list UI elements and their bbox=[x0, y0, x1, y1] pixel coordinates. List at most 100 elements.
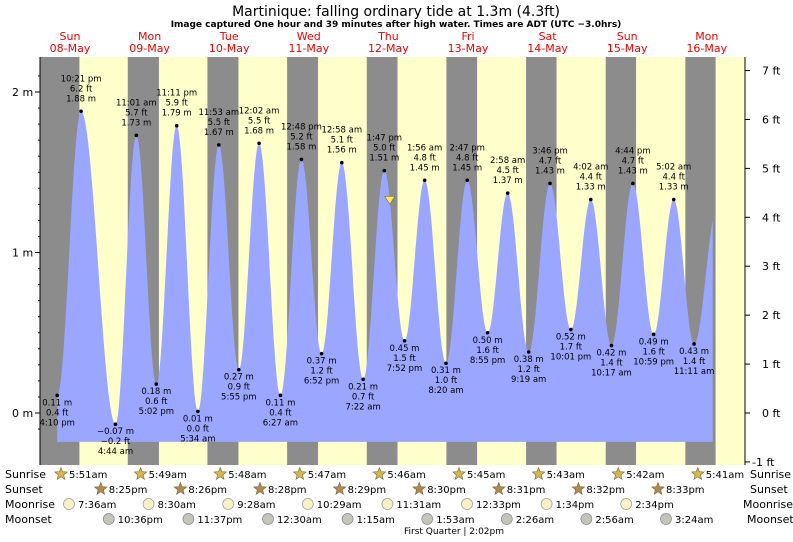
high-tide-point bbox=[174, 123, 179, 128]
sunset-time: 8:31pm bbox=[507, 485, 546, 496]
high-tide-label: 1.33 m bbox=[659, 183, 689, 193]
sunset-time: 8:26pm bbox=[188, 485, 227, 496]
high-tide-label: 3:46 pm bbox=[532, 146, 567, 156]
low-tide-label: 1.6 ft bbox=[642, 347, 665, 357]
low-tide-label: 0.27 m bbox=[224, 373, 254, 383]
low-tide-label: 0.4 ft bbox=[46, 408, 69, 418]
legend-moonset-label: Moonset bbox=[5, 513, 52, 526]
moonset-time: 11:37pm bbox=[197, 515, 242, 526]
high-tide-label: 1.37 m bbox=[493, 176, 523, 186]
high-tide-label: 5.9 ft bbox=[165, 99, 188, 109]
sunset-time: 8:29pm bbox=[348, 485, 387, 496]
high-tide-label: 11:11 pm bbox=[156, 89, 197, 99]
low-tide-label: 0.7 ft bbox=[352, 392, 375, 402]
low-tide-label: 1.4 ft bbox=[600, 359, 623, 369]
high-tide-label: 4.7 ft bbox=[539, 156, 562, 166]
y-tick-label-right: 3 ft bbox=[762, 260, 781, 273]
moonset-icon bbox=[102, 513, 115, 525]
moon-phase-label: First Quarter | 2:02pm bbox=[404, 527, 504, 537]
moonrise-icon bbox=[540, 498, 553, 510]
moonset-time: 1:53am bbox=[436, 515, 474, 526]
low-tide-label: 10:17 am bbox=[591, 369, 632, 379]
day-date: 16-May bbox=[686, 42, 727, 55]
high-tide-point bbox=[631, 181, 635, 186]
chart-title: Martinique: falling ordinary tide at 1.3… bbox=[232, 4, 560, 20]
moonset-time: 12:30am bbox=[277, 515, 322, 526]
high-tide-point bbox=[257, 141, 261, 146]
high-tide-label: 5.0 ft bbox=[373, 144, 396, 154]
high-tide-label: 11:01 am bbox=[116, 98, 157, 108]
high-tide-label: 1.45 m bbox=[410, 163, 440, 173]
low-tide-label: 5:34 am bbox=[180, 434, 215, 444]
low-tide-label: 0.37 m bbox=[307, 357, 337, 367]
high-tide-label: 1.56 m bbox=[327, 146, 357, 156]
low-tide-label: 0.6 ft bbox=[145, 397, 168, 407]
y-tick-label-right: 5 ft bbox=[762, 162, 781, 175]
moonrise-time: 12:33pm bbox=[476, 500, 521, 511]
high-tide-label: 1.73 m bbox=[121, 118, 151, 128]
low-tide-point bbox=[319, 351, 324, 356]
high-tide-point bbox=[588, 197, 593, 202]
sunrise-time: 5:49am bbox=[149, 470, 187, 481]
sunrise-time: 5:41am bbox=[706, 470, 744, 481]
low-tide-point bbox=[402, 338, 407, 343]
low-tide-label: −0.2 ft bbox=[101, 437, 131, 447]
sunrise-time: 5:43am bbox=[547, 470, 585, 481]
axes: 0 m 1 m 2 m -1 ft 0 ft 1 ft 2 ft 3 ft 4 ft 5 ft 6 … bbox=[12, 57, 781, 469]
low-tide-label: 0.0 ft bbox=[187, 424, 210, 434]
high-tide-label: 4.8 ft bbox=[413, 153, 436, 163]
high-tide-label: 1.43 m bbox=[535, 166, 565, 176]
low-tide-label: 7:52 pm bbox=[387, 364, 422, 374]
sunset-time: 8:25pm bbox=[109, 485, 148, 496]
high-tide-label: 1.33 m bbox=[576, 183, 606, 193]
y-tick-label-left: 2 m bbox=[12, 86, 33, 99]
moonrise-icon bbox=[620, 498, 633, 510]
day-date: 11-May bbox=[288, 42, 329, 55]
high-tide-label: 5.5 ft bbox=[248, 116, 271, 126]
high-tide-point bbox=[382, 168, 387, 173]
high-tide-label: 1.88 m bbox=[66, 94, 96, 104]
low-tide-point bbox=[236, 367, 241, 372]
daylight-band bbox=[715, 57, 745, 465]
high-tide-point bbox=[79, 109, 83, 114]
high-tide-point bbox=[465, 178, 470, 183]
day-headers: Sun08-MayMon09-MayTue10-MayWed11-MayThu1… bbox=[50, 30, 728, 55]
moonset-icon bbox=[182, 513, 195, 525]
moonset-time: 1:15am bbox=[357, 515, 395, 526]
low-tide-label: 7:22 am bbox=[345, 402, 380, 412]
moonset-icon bbox=[262, 513, 274, 525]
moonrise-time: 2:34pm bbox=[635, 500, 674, 511]
low-tide-label: 8:20 am bbox=[428, 386, 463, 396]
low-tide-label: 6:52 pm bbox=[304, 377, 339, 387]
y-tick-label-right: 2 ft bbox=[762, 309, 781, 322]
high-tide-label: 5.2 ft bbox=[290, 132, 313, 142]
high-tide-point bbox=[339, 160, 344, 165]
low-tide-point bbox=[485, 330, 490, 335]
moonrise-icon bbox=[142, 498, 155, 510]
low-tide-label: 0.11 m bbox=[42, 398, 72, 408]
y-tick-label-right: -1 ft bbox=[752, 456, 775, 469]
high-tide-label: 1.67 m bbox=[204, 128, 234, 138]
y-tick-label-right: 7 ft bbox=[762, 65, 781, 78]
low-tide-label: 0.4 ft bbox=[269, 408, 292, 418]
sunset-time: 8:33pm bbox=[666, 485, 705, 496]
legend-sunrise-label: Sunrise bbox=[5, 468, 46, 481]
low-tide-point bbox=[692, 342, 696, 346]
moonrise-time: 1:34pm bbox=[556, 500, 595, 511]
low-tide-label: 0.01 m bbox=[183, 414, 213, 424]
low-tide-label: 0.11 m bbox=[265, 398, 295, 408]
moonrise-time: 7:36am bbox=[78, 500, 116, 511]
sunset-icon bbox=[93, 481, 108, 495]
sunrise-time: 5:46am bbox=[387, 470, 425, 481]
moonrise-icon bbox=[461, 498, 473, 510]
y-tick-label-right: 1 ft bbox=[762, 358, 781, 371]
low-tide-label: 6:27 am bbox=[263, 418, 298, 428]
sunset-icon bbox=[173, 481, 188, 495]
high-tide-label: 5:02 am bbox=[656, 163, 691, 173]
high-tide-label: 11:53 am bbox=[198, 108, 239, 118]
sunset-icon bbox=[412, 481, 427, 495]
day-date: 13-May bbox=[448, 42, 489, 55]
day-name: Sat bbox=[539, 30, 558, 43]
high-tide-label: 1:56 am bbox=[407, 143, 442, 153]
